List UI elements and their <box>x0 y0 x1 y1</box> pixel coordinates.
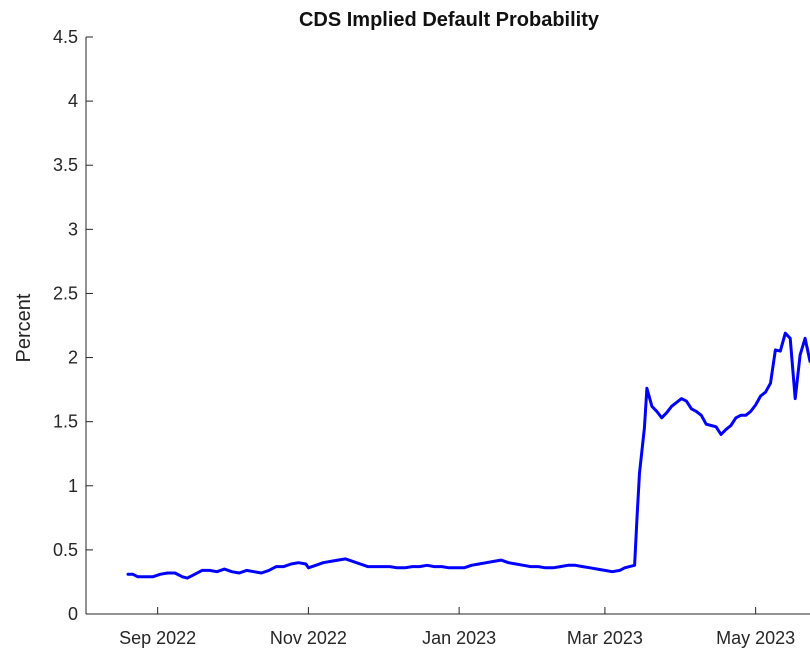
y-axis-label: Percent <box>13 293 35 362</box>
y-tick-label-2: 1 <box>68 476 78 496</box>
x-tick-label-1: Nov 2022 <box>270 628 347 648</box>
y-ticks: 0 0.5 1 1.5 2 2.5 3 3.5 4 4.5 <box>53 27 93 624</box>
y-tick-label-3: 1.5 <box>53 412 78 432</box>
y-tick-label-4: 2 <box>68 348 78 368</box>
y-tick-label-8: 4 <box>68 91 78 111</box>
x-tick-label-3: Mar 2023 <box>567 628 643 648</box>
x-tick-label-2: Jan 2023 <box>422 628 496 648</box>
y-tick-label-0: 0 <box>68 604 78 624</box>
series-line <box>126 331 810 580</box>
x-tick-label-4: May 2023 <box>716 628 795 648</box>
y-tick-label-9: 4.5 <box>53 27 78 47</box>
y-tick-label-1: 0.5 <box>53 540 78 560</box>
y-tick-label-6: 3 <box>68 219 78 239</box>
x-tick-label-0: Sep 2022 <box>119 628 196 648</box>
y-tick-label-7: 3.5 <box>53 155 78 175</box>
y-tick-label-5: 2.5 <box>53 283 78 303</box>
chart-title: CDS Implied Default Probability <box>299 9 600 31</box>
x-ticks: Sep 2022 Nov 2022 Jan 2023 Mar 2023 May 2023 <box>119 607 795 648</box>
